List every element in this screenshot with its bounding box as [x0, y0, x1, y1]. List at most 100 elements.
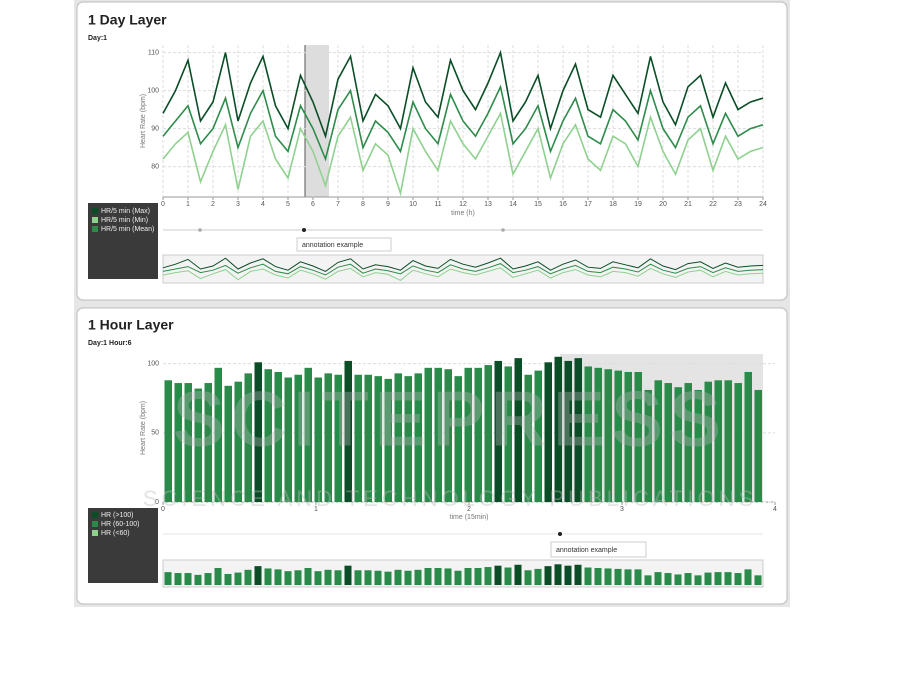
bar [584, 366, 592, 502]
line [162, 49, 764, 140]
bar [674, 387, 682, 502]
x-tick-label: 5 [286, 201, 290, 208]
bar [634, 371, 642, 502]
bar [724, 380, 732, 502]
x-tick-label: 11 [434, 201, 441, 208]
annotation-dot[interactable] [558, 532, 562, 536]
y-tick-label: 80 [151, 163, 159, 170]
bar [484, 365, 492, 502]
bar [714, 380, 722, 502]
y-tick-label: 100 [147, 361, 159, 368]
overview-bar [254, 566, 262, 585]
overview-bar [454, 570, 462, 585]
bar [494, 360, 502, 502]
overview-bar [624, 569, 632, 585]
y-axis-label: Heart Rate (bpm) [140, 94, 147, 148]
bar [274, 371, 282, 502]
bar [574, 358, 582, 502]
bar [374, 376, 382, 502]
bar [184, 383, 192, 502]
bar [604, 369, 612, 502]
overview-bar [724, 572, 732, 585]
bar [654, 380, 662, 502]
panel-subtitle: Day:1 Hour:6 [88, 340, 132, 347]
overview-bar [674, 574, 682, 585]
overview-bar [194, 574, 202, 585]
x-tick-label: 0 [161, 201, 165, 208]
x-tick-label: 10 [409, 201, 417, 208]
overview-bar [744, 569, 752, 585]
overview-bar [494, 565, 502, 585]
legend-swatch [92, 208, 98, 214]
x-tick-label: 4 [773, 506, 777, 513]
overview-bar [584, 567, 592, 585]
overview-bar [334, 570, 342, 585]
y-axis-label: Heart Rate (bpm) [140, 401, 147, 455]
overview-bar [404, 570, 412, 585]
x-tick-label: 1 [314, 506, 318, 513]
overview-bar [644, 575, 652, 585]
legend-swatch [92, 226, 98, 232]
overview-bar [364, 570, 372, 585]
overview-bar [514, 564, 522, 585]
bar [174, 383, 182, 502]
y-tick-label: 0 [155, 499, 159, 506]
bar [594, 367, 602, 502]
annotation-text: annotation example [556, 547, 617, 554]
bar [754, 389, 762, 502]
bar [284, 377, 292, 502]
x-tick-label: 14 [509, 201, 517, 208]
annotation-dot[interactable] [198, 228, 202, 232]
x-tick-label: 8 [361, 201, 365, 208]
x-tick-label: 0 [161, 506, 165, 513]
overview[interactable] [162, 559, 764, 588]
overview-bar [734, 573, 742, 585]
bar [614, 370, 622, 502]
x-tick-label: 4 [261, 201, 265, 208]
bar [454, 376, 462, 502]
y-tick-label: 90 [151, 125, 159, 132]
overview-bar [694, 575, 702, 585]
overview-bar [264, 568, 272, 585]
bar [394, 373, 402, 502]
x-tick-label: 23 [734, 201, 742, 208]
bar [744, 371, 752, 502]
overview-bar [524, 570, 532, 585]
overview-bar [324, 569, 332, 585]
bar [324, 373, 332, 502]
bar [364, 374, 372, 502]
bar [214, 367, 222, 502]
x-tick-label: 16 [559, 201, 567, 208]
annotation-dot[interactable] [302, 228, 306, 232]
overview-bar [424, 567, 432, 585]
legend-box [88, 508, 158, 583]
overview-bar [574, 564, 582, 585]
x-tick-label: 12 [459, 201, 467, 208]
bar [164, 380, 172, 502]
overview-bar [354, 570, 362, 585]
overview-line [162, 267, 764, 281]
overview-bar [414, 569, 422, 585]
bar [554, 356, 562, 502]
x-tick-label: 2 [467, 506, 471, 513]
overview-bar [664, 573, 672, 585]
overview-bar [204, 573, 212, 585]
annotation-dot[interactable] [501, 228, 505, 232]
annotation-box[interactable] [550, 541, 647, 558]
x-tick-label: 24 [759, 201, 767, 208]
y-tick-label: 50 [151, 430, 159, 437]
bar [244, 373, 252, 502]
legend-swatch [92, 217, 98, 223]
overview-bar [684, 573, 692, 585]
x-tick-label: 7 [336, 201, 340, 208]
x-tick-label: 17 [584, 201, 592, 208]
overview-bar [184, 573, 192, 585]
legend-label: HR/5 min (Max) [101, 208, 150, 215]
bar [684, 383, 692, 502]
annotation-box[interactable] [296, 237, 392, 252]
x-axis-label: time (h) [451, 210, 475, 217]
bar [734, 383, 742, 502]
x-tick-label: 2 [211, 201, 215, 208]
overview-bar [554, 564, 562, 585]
bar [504, 366, 512, 502]
